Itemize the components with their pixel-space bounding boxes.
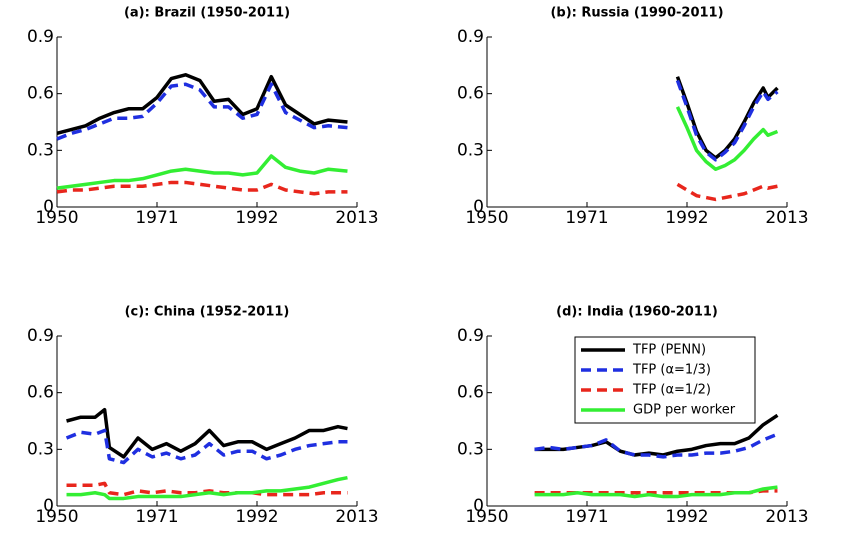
y-tick-label: 0.3 [27,439,54,459]
chart-title: (b): Russia (1990-2011) [550,6,723,21]
y-tick-label: 0 [43,197,54,217]
y-tick-label: 0.6 [457,84,484,104]
legend-label: TFP (α=1/3) [632,363,711,378]
series-line [66,475,348,501]
x-tick-label: 1992 [665,208,708,228]
y-tick-label: 0.9 [27,326,54,346]
legend-label: GDP per worker [633,403,736,418]
y-tick-label: 0.9 [27,27,54,47]
series-line [56,82,348,141]
x-tick-label: 1992 [235,507,278,527]
y-tick-label: 0.3 [457,439,484,459]
series-line [675,106,779,171]
x-tick-label: 1950 [465,208,508,228]
y-tick-label: 0.3 [27,140,54,160]
series-line [534,485,778,499]
x-tick-label: 2013 [335,208,378,228]
chart-title: (c): China (1952-2011) [125,305,290,320]
x-tick-label: 2013 [765,208,808,228]
chart-title: (d): India (1960-2011) [556,305,718,320]
series-line [56,154,348,190]
x-tick-label: 1971 [565,507,608,527]
series-line [65,428,348,465]
series-line [675,79,779,162]
series-line [56,73,348,136]
y-tick-label: 0 [473,496,484,516]
y-tick-label: 0.6 [457,383,484,403]
x-tick-label: 2013 [335,507,378,527]
chart-title: (a): Brazil (1950-2011) [124,6,290,21]
x-tick-label: 1971 [135,507,178,527]
y-tick-label: 0.9 [457,326,484,346]
x-tick-label: 1992 [235,208,278,228]
y-tick-label: 0 [43,496,54,516]
x-tick-label: 1950 [35,507,78,527]
y-tick-label: 0.6 [27,84,54,104]
series-line [66,407,348,459]
legend-label: TFP (PENN) [632,343,706,358]
series-line [676,182,778,202]
x-tick-label: 2013 [765,507,808,527]
series-line [56,180,348,196]
x-tick-label: 1971 [565,208,608,228]
y-tick-label: 0 [473,197,484,217]
x-tick-label: 1950 [465,507,508,527]
x-tick-label: 1992 [665,507,708,527]
y-tick-label: 0.6 [27,383,54,403]
y-tick-label: 0.3 [457,140,484,160]
y-tick-label: 0.9 [457,27,484,47]
x-tick-label: 1950 [35,208,78,228]
series-line [66,481,348,497]
series-line [534,432,779,459]
legend-label: TFP (α=1/2) [632,383,711,398]
x-tick-label: 1971 [135,208,178,228]
series-line [675,76,779,160]
